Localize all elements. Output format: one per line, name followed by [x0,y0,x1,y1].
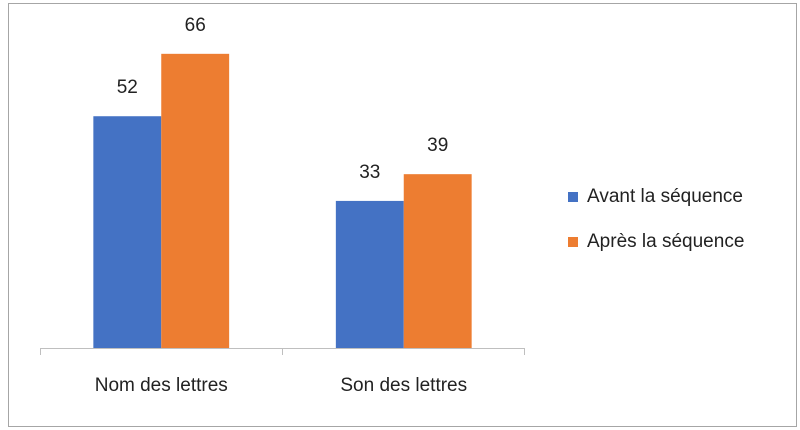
data-label: 66 [185,15,206,36]
legend-label: Avant la séquence [587,186,743,207]
legend-swatch [568,237,578,247]
data-label: 39 [427,135,448,156]
legend-swatch [568,192,578,202]
bar [93,116,162,348]
bar [335,200,404,348]
x-tick-label: Nom des lettres [95,375,228,396]
bar [161,53,230,348]
legend-label: Après la séquence [587,231,744,252]
x-tick-label: Son des lettres [340,375,467,396]
bar [403,174,472,348]
data-label: 33 [359,162,380,183]
data-label: 52 [117,77,138,98]
